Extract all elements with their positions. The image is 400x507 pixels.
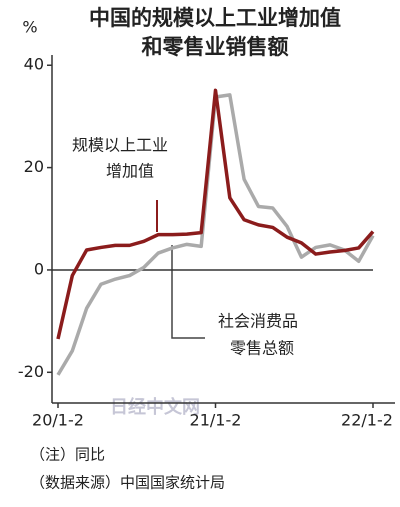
watermark: 日经中文网 [110, 396, 200, 418]
y-tick-label: -20 [18, 362, 44, 381]
x-tick-label: 22/1-2 [341, 411, 393, 430]
chart-title: 中国的规模以上工业增加值 [89, 6, 341, 30]
note: （注）同比 [30, 446, 105, 464]
y-tick-label: 0 [34, 259, 44, 278]
y-tick-label: 20 [24, 157, 44, 176]
note: （数据来源）中国国家统计局 [30, 474, 225, 492]
y-axis-label: % [22, 18, 37, 37]
annotation: 增加值 [106, 162, 154, 181]
y-tick-label: 40 [24, 55, 44, 74]
annotation: 规模以上工业 [72, 136, 168, 155]
x-tick-label: 20/1-2 [32, 411, 84, 430]
chart-title: 和零售业销售额 [142, 35, 289, 59]
leader-line [171, 245, 205, 339]
annotation: 社会消费品 [218, 312, 298, 331]
annotation: 零售总额 [230, 339, 294, 358]
x-tick-label: 21/1-2 [190, 411, 242, 430]
series-line [56, 88, 375, 340]
